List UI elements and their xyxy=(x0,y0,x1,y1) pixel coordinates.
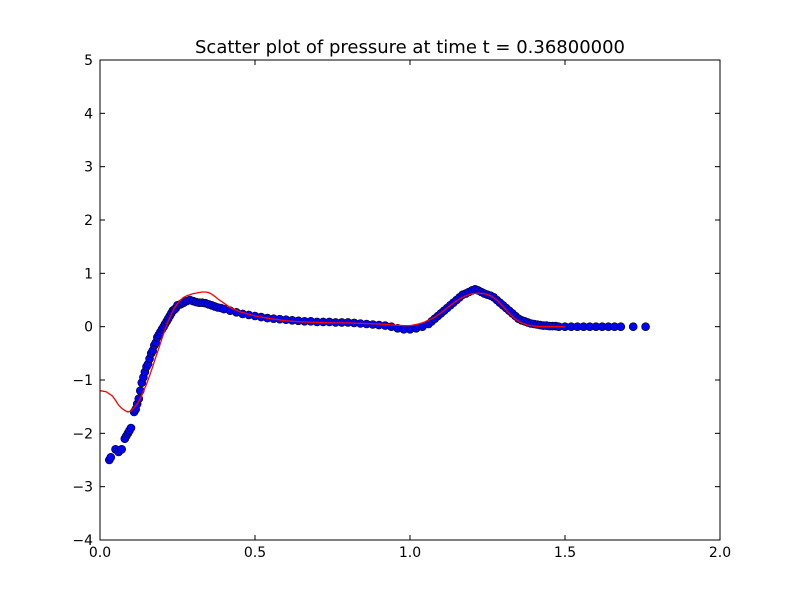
y-tick-label: 0 xyxy=(84,320,93,336)
x-tick-label: 0.0 xyxy=(89,545,111,561)
x-tick-label: 0.5 xyxy=(244,545,266,561)
y-tick-label: 3 xyxy=(84,160,93,176)
series-0-point xyxy=(117,444,126,454)
chart-title: Scatter plot of pressure at time t = 0.3… xyxy=(195,37,625,58)
y-tick-label: −3 xyxy=(72,480,93,496)
x-tick-label: 1.0 xyxy=(399,545,421,561)
y-tick-label: −2 xyxy=(72,426,93,442)
series-0-point xyxy=(616,322,626,332)
y-tick-label: 5 xyxy=(84,53,93,69)
x-tick-label: 1.5 xyxy=(554,545,576,561)
y-tick-label: 4 xyxy=(84,106,93,122)
series-1-line xyxy=(100,291,565,413)
series-0-point xyxy=(628,322,638,332)
x-tick-label: 2.0 xyxy=(709,545,731,561)
series-0-point xyxy=(641,322,650,332)
y-tick-label: −1 xyxy=(72,373,93,389)
series-0-point xyxy=(106,452,116,462)
series-0-point xyxy=(126,423,136,433)
y-tick-label: −4 xyxy=(72,533,93,549)
y-tick-label: 2 xyxy=(84,213,93,229)
y-tick-label: 1 xyxy=(84,266,93,282)
